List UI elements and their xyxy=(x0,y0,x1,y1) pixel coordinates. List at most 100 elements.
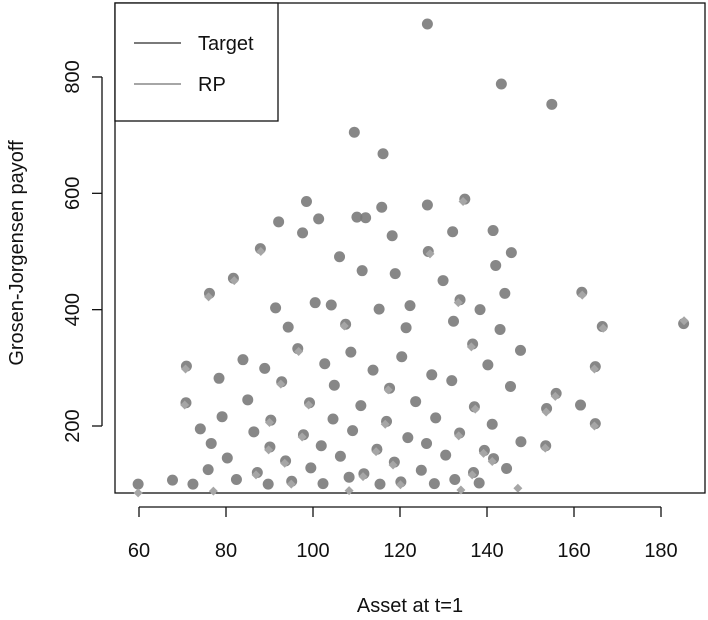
y-tick-label: 400 xyxy=(62,293,84,326)
rp-point xyxy=(339,321,349,331)
points-layer xyxy=(132,18,690,498)
rp-point xyxy=(470,404,480,414)
rp-point xyxy=(425,249,435,259)
target-point xyxy=(400,322,412,334)
target-point xyxy=(334,251,346,263)
rp-point xyxy=(679,316,689,326)
rp-point xyxy=(297,432,307,442)
target-point xyxy=(317,478,329,490)
legend-box xyxy=(114,2,279,122)
target-point xyxy=(389,268,401,280)
target-point xyxy=(428,478,440,490)
rp-point xyxy=(589,364,599,374)
target-point xyxy=(396,351,408,363)
target-point xyxy=(494,323,506,335)
target-point xyxy=(501,462,513,474)
target-point xyxy=(486,418,498,430)
rp-point xyxy=(344,486,354,496)
target-point xyxy=(328,379,340,391)
target-point xyxy=(194,423,206,435)
target-point xyxy=(487,225,499,237)
target-point xyxy=(377,148,389,160)
rp-point xyxy=(513,483,523,493)
plot-frame xyxy=(114,2,706,494)
target-point xyxy=(325,299,337,311)
target-point xyxy=(356,265,368,277)
rp-point xyxy=(208,486,218,496)
target-point xyxy=(575,399,587,411)
rp-point xyxy=(383,385,393,395)
rp-point xyxy=(467,470,477,480)
target-point xyxy=(334,450,346,462)
target-point xyxy=(376,201,388,213)
target-point xyxy=(410,396,422,408)
target-point xyxy=(319,358,331,370)
rp-point xyxy=(456,485,466,495)
rp-point xyxy=(181,364,191,374)
rp-point xyxy=(294,347,304,357)
x-tick-label: 80 xyxy=(215,540,237,562)
target-point xyxy=(282,321,294,333)
target-point xyxy=(327,413,339,425)
target-point xyxy=(490,259,502,271)
rp-point xyxy=(487,456,497,466)
y-tick-label: 600 xyxy=(62,177,84,210)
target-point xyxy=(351,211,363,223)
target-point xyxy=(259,362,271,374)
target-point xyxy=(421,437,433,449)
target-point xyxy=(347,425,359,437)
target-point xyxy=(237,354,249,366)
x-tick-label: 140 xyxy=(470,540,503,562)
target-point xyxy=(374,478,386,490)
rp-point xyxy=(251,470,261,480)
x-tick-label: 160 xyxy=(557,540,590,562)
target-point xyxy=(402,432,414,444)
rp-point xyxy=(371,447,381,457)
rp-point xyxy=(454,431,464,441)
target-point xyxy=(343,471,355,483)
target-point xyxy=(440,449,452,461)
target-point xyxy=(415,464,427,476)
x-axis-title: Asset at t=1 xyxy=(357,595,463,617)
x-tick-label: 180 xyxy=(644,540,677,562)
target-point xyxy=(355,400,367,412)
y-axis: 200 400 600 800 xyxy=(62,60,103,443)
target-point xyxy=(309,297,321,309)
legend-target-label: Target xyxy=(198,33,254,55)
target-point xyxy=(446,375,458,387)
target-point xyxy=(132,478,144,490)
target-point xyxy=(367,364,379,376)
target-point xyxy=(448,315,460,327)
y-tick-label: 800 xyxy=(62,60,84,93)
y-tick-label: 200 xyxy=(62,409,84,442)
rp-point xyxy=(466,342,476,352)
target-point xyxy=(262,478,274,490)
target-point xyxy=(504,380,516,392)
target-point xyxy=(482,359,494,371)
x-axis: 60 80 100 120 140 160 180 xyxy=(128,506,678,562)
rp-point xyxy=(204,292,214,302)
rp-point xyxy=(479,448,489,458)
target-point xyxy=(437,275,449,287)
target-point xyxy=(514,344,526,356)
rp-point xyxy=(577,290,587,300)
rp-point xyxy=(358,472,368,482)
target-point xyxy=(474,304,486,316)
target-point xyxy=(386,230,398,242)
target-point xyxy=(205,437,217,449)
rp-point xyxy=(388,460,398,470)
target-point xyxy=(300,195,312,207)
target-point xyxy=(421,18,433,30)
rp-point xyxy=(276,379,286,389)
target-point xyxy=(305,462,317,474)
rp-point xyxy=(304,400,314,410)
target-point xyxy=(230,474,242,486)
target-point xyxy=(315,440,327,452)
rp-point xyxy=(589,421,599,431)
target-point xyxy=(221,452,233,464)
target-point xyxy=(421,199,433,211)
rp-point xyxy=(133,488,143,498)
target-point xyxy=(404,300,416,312)
target-point xyxy=(426,369,438,381)
